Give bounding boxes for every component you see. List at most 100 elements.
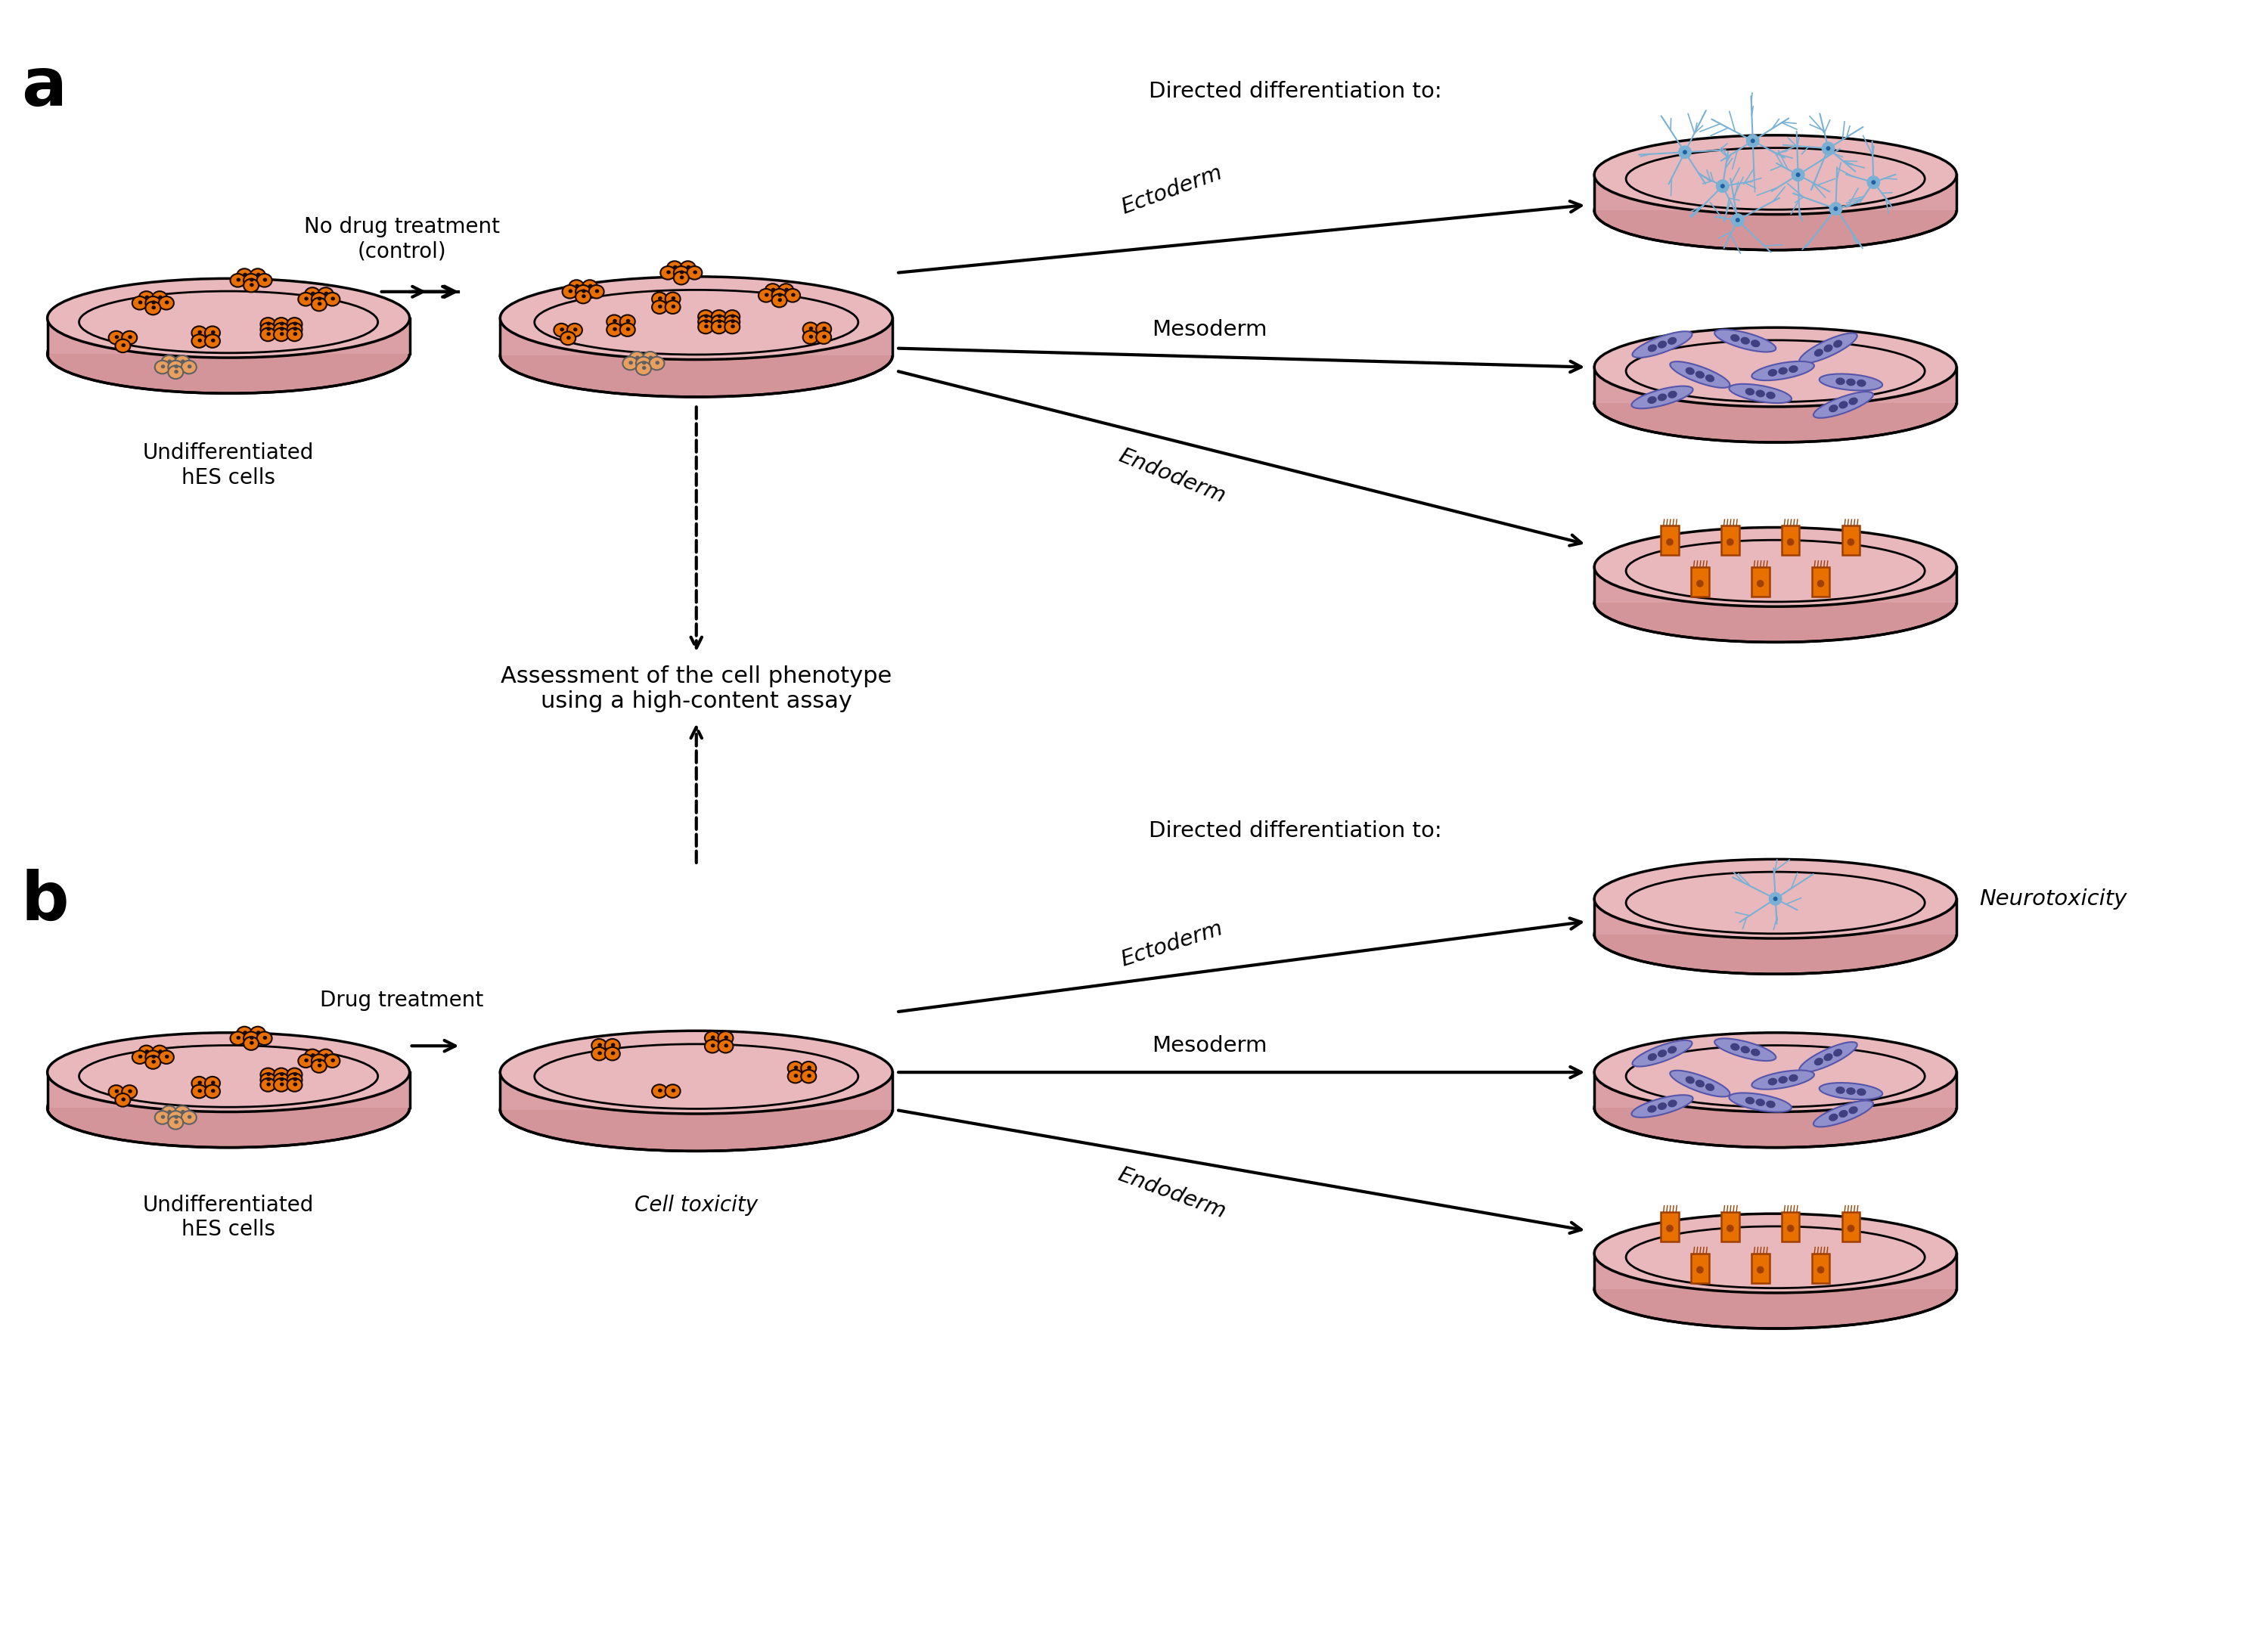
Ellipse shape: [243, 279, 259, 292]
Ellipse shape: [612, 320, 617, 323]
Ellipse shape: [710, 1043, 714, 1048]
Ellipse shape: [1823, 344, 1833, 353]
Ellipse shape: [651, 300, 667, 313]
Text: Mesoderm: Mesoderm: [1152, 318, 1268, 339]
Ellipse shape: [1848, 397, 1857, 405]
Ellipse shape: [1594, 859, 1957, 938]
Ellipse shape: [712, 320, 726, 333]
Ellipse shape: [619, 323, 635, 336]
Ellipse shape: [318, 1058, 322, 1063]
Ellipse shape: [1730, 1043, 1740, 1051]
Ellipse shape: [1678, 146, 1692, 159]
Ellipse shape: [243, 1032, 259, 1045]
Ellipse shape: [1740, 336, 1751, 344]
Ellipse shape: [120, 1097, 125, 1102]
Ellipse shape: [576, 290, 590, 303]
Ellipse shape: [1814, 1058, 1823, 1066]
Ellipse shape: [211, 338, 215, 343]
Ellipse shape: [1830, 202, 1842, 215]
Ellipse shape: [1814, 349, 1823, 356]
Ellipse shape: [304, 297, 308, 300]
Ellipse shape: [181, 1110, 186, 1114]
Ellipse shape: [717, 320, 721, 323]
Ellipse shape: [1833, 339, 1842, 348]
Ellipse shape: [288, 323, 302, 336]
Ellipse shape: [1647, 1105, 1656, 1112]
Ellipse shape: [297, 1055, 313, 1068]
Ellipse shape: [256, 1032, 272, 1045]
Ellipse shape: [109, 331, 125, 344]
Ellipse shape: [1667, 1225, 1674, 1232]
Ellipse shape: [324, 1053, 329, 1058]
Ellipse shape: [236, 1036, 240, 1040]
Ellipse shape: [1787, 1225, 1794, 1232]
Ellipse shape: [1594, 1033, 1957, 1112]
Ellipse shape: [48, 1033, 411, 1112]
Ellipse shape: [1721, 184, 1726, 189]
Ellipse shape: [168, 359, 172, 364]
Ellipse shape: [730, 315, 735, 318]
Ellipse shape: [1839, 402, 1848, 408]
Ellipse shape: [680, 276, 685, 279]
Ellipse shape: [175, 364, 179, 369]
Ellipse shape: [665, 1084, 680, 1097]
Text: Assessment of the cell phenotype
using a high-content assay: Assessment of the cell phenotype using a…: [501, 664, 891, 712]
Ellipse shape: [649, 356, 653, 359]
Ellipse shape: [1631, 1096, 1692, 1117]
Ellipse shape: [705, 1040, 719, 1053]
Text: Undifferentiated
hES cells: Undifferentiated hES cells: [143, 443, 313, 489]
Ellipse shape: [197, 1089, 202, 1092]
Polygon shape: [1594, 899, 1957, 935]
Ellipse shape: [211, 330, 215, 335]
Ellipse shape: [204, 335, 220, 348]
Ellipse shape: [204, 326, 220, 339]
Ellipse shape: [145, 1051, 161, 1064]
Ellipse shape: [606, 1038, 619, 1053]
Ellipse shape: [168, 1115, 184, 1130]
Ellipse shape: [730, 320, 735, 323]
Bar: [1660, 1212, 1678, 1241]
Ellipse shape: [1817, 581, 1823, 587]
Ellipse shape: [1694, 371, 1706, 379]
Ellipse shape: [188, 1115, 193, 1118]
Ellipse shape: [560, 331, 576, 344]
Ellipse shape: [726, 310, 739, 323]
Ellipse shape: [152, 292, 168, 305]
Ellipse shape: [211, 1081, 215, 1084]
Ellipse shape: [152, 1059, 156, 1064]
Ellipse shape: [1730, 335, 1740, 341]
Ellipse shape: [274, 318, 288, 331]
Ellipse shape: [116, 335, 118, 339]
Ellipse shape: [610, 1051, 615, 1055]
Ellipse shape: [1726, 1225, 1733, 1232]
Ellipse shape: [274, 323, 288, 336]
Ellipse shape: [1667, 1100, 1676, 1107]
Ellipse shape: [293, 321, 297, 326]
Ellipse shape: [1696, 581, 1703, 587]
Bar: [1721, 526, 1740, 556]
Ellipse shape: [1823, 1053, 1833, 1061]
Ellipse shape: [1730, 213, 1744, 226]
Ellipse shape: [1594, 895, 1957, 974]
Ellipse shape: [635, 358, 651, 371]
Text: Drug treatment: Drug treatment: [320, 991, 483, 1012]
Ellipse shape: [166, 1055, 170, 1058]
Ellipse shape: [1789, 366, 1799, 372]
Ellipse shape: [1846, 1225, 1855, 1232]
Ellipse shape: [1814, 1100, 1873, 1127]
Ellipse shape: [651, 292, 667, 305]
Ellipse shape: [671, 1089, 676, 1092]
Ellipse shape: [293, 326, 297, 331]
Ellipse shape: [249, 269, 265, 282]
Ellipse shape: [1669, 1071, 1730, 1097]
Ellipse shape: [626, 320, 631, 323]
Ellipse shape: [816, 323, 832, 336]
Ellipse shape: [792, 294, 796, 297]
Ellipse shape: [1626, 1227, 1926, 1287]
Text: Endoderm: Endoderm: [1116, 446, 1229, 507]
Ellipse shape: [181, 359, 186, 364]
Ellipse shape: [705, 1032, 719, 1045]
Ellipse shape: [261, 1079, 277, 1092]
Ellipse shape: [120, 343, 125, 348]
Ellipse shape: [1715, 1038, 1776, 1061]
